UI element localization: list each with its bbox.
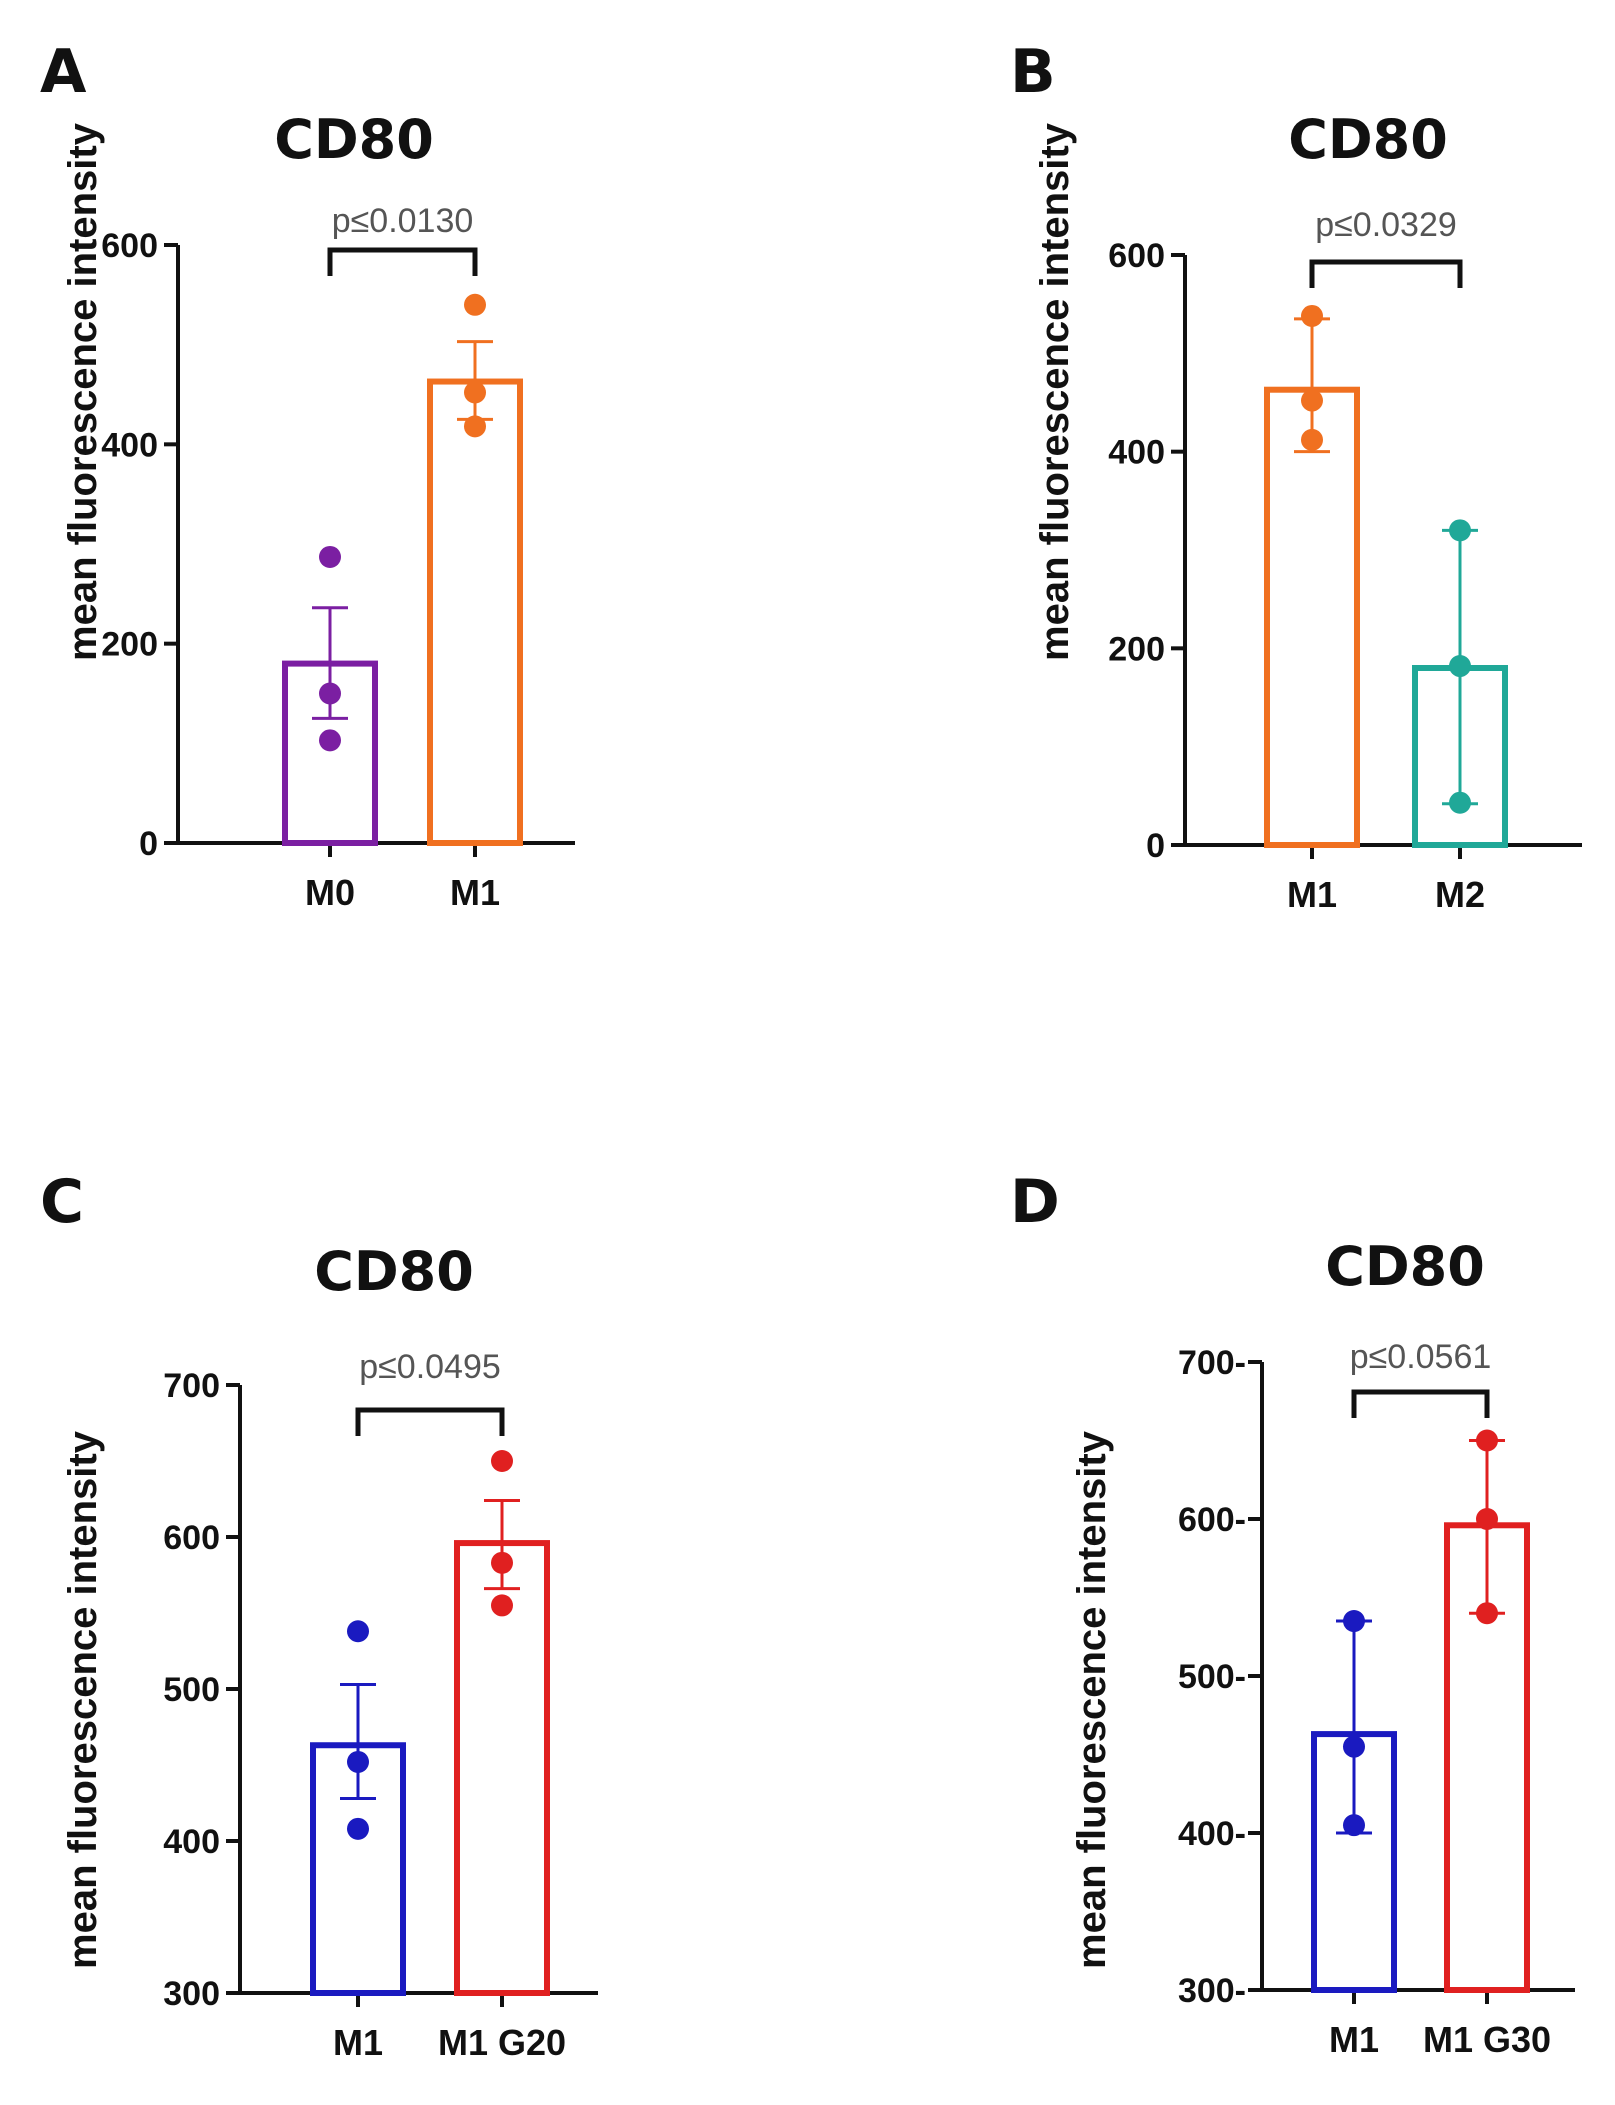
y-tick-label: 600 <box>163 1519 220 1557</box>
significance-bracket <box>327 247 478 276</box>
data-point <box>1476 1508 1498 1530</box>
chart-title: CD80 <box>314 1240 474 1303</box>
data-point <box>1476 1602 1498 1625</box>
chart-title: CD80 <box>1325 1235 1485 1298</box>
category-label: M0 <box>305 872 355 913</box>
significance-bracket <box>355 1407 505 1436</box>
panel-letter: D <box>1010 1167 1060 1237</box>
panel-d: D CD80 mean fluorescence intensity 300- 400-… <box>1010 1167 1575 2060</box>
data-point <box>1301 304 1323 327</box>
y-tick-label: 400- <box>1178 1815 1246 1853</box>
data-point <box>1301 428 1323 451</box>
y-tick-label: 700 <box>163 1367 220 1405</box>
y-axis-label: mean fluorescence intensity <box>1070 1430 1114 1969</box>
y-tick-label: 0 <box>139 825 158 863</box>
category-label: M1 <box>333 2022 383 2063</box>
y-tick-label: 500- <box>1178 1658 1246 1696</box>
p-value-label: p≤0.0561 <box>1350 1338 1492 1376</box>
y-axis-label: mean fluorescence intensity <box>61 1430 105 1969</box>
data-point <box>1343 1814 1365 1837</box>
data-point <box>491 1594 513 1617</box>
p-value-label: p≤0.0130 <box>332 202 474 240</box>
data-point <box>464 293 486 316</box>
bar-m1 <box>1264 386 1360 848</box>
data-point <box>464 381 486 404</box>
chart-title: CD80 <box>1288 108 1448 171</box>
y-tick-label: 200 <box>101 626 158 664</box>
panel-a: A CD80 mean fluorescence intensity 0 200 400 6… <box>40 37 575 913</box>
panel-c: C CD80 mean fluorescence intensity 300 400 50… <box>40 1167 598 2063</box>
significance-bracket <box>1309 259 1463 288</box>
y-tick-label: 400 <box>1108 434 1165 472</box>
y-tick-label: 600 <box>1108 237 1165 275</box>
data-point <box>1343 1610 1365 1633</box>
data-point <box>319 545 341 568</box>
data-point <box>347 1817 369 1840</box>
significance-bracket <box>1351 1389 1490 1418</box>
y-tick-label: 0 <box>1146 827 1165 865</box>
category-label: M1 G30 <box>1423 2019 1551 2060</box>
y-tick-label: 300- <box>1178 1972 1246 2010</box>
data-point <box>491 1551 513 1574</box>
data-point <box>319 682 341 705</box>
y-tick-label: 500 <box>163 1671 220 1709</box>
y-tick-label: 400 <box>101 426 158 464</box>
data-point <box>1449 791 1471 814</box>
data-point <box>1301 389 1323 412</box>
y-tick-label: 600- <box>1178 1501 1246 1539</box>
data-point <box>1449 655 1471 678</box>
data-point <box>491 1450 513 1472</box>
panel-letter: C <box>40 1167 84 1237</box>
y-tick-label: 600 <box>101 227 158 265</box>
y-tick-label: 400 <box>163 1823 220 1861</box>
p-value-label: p≤0.0329 <box>1315 206 1457 244</box>
p-value-label: p≤0.0495 <box>359 1348 501 1386</box>
category-label: M1 <box>1287 874 1337 915</box>
data-point <box>347 1620 369 1643</box>
y-axis-label: mean fluorescence intensity <box>1033 122 1077 661</box>
panel-b: B CD80 mean fluorescence intensity 0 200 400 6… <box>1010 37 1582 915</box>
y-tick-label: 300 <box>163 1975 220 2013</box>
panel-letter: A <box>40 37 87 107</box>
panel-letter: B <box>1010 37 1056 107</box>
data-point <box>464 415 486 438</box>
data-point <box>1343 1735 1365 1758</box>
y-tick-label: 700- <box>1178 1344 1246 1382</box>
data-point <box>1449 519 1471 542</box>
data-point <box>347 1750 369 1773</box>
category-label: M1 G20 <box>438 2022 566 2063</box>
category-label: M2 <box>1435 874 1485 915</box>
data-point <box>319 729 341 752</box>
data-point <box>1476 1429 1498 1452</box>
category-label: M1 <box>1329 2019 1379 2060</box>
chart-title: CD80 <box>274 108 434 171</box>
y-tick-label: 200 <box>1108 630 1165 668</box>
bar-m1 <box>427 378 523 846</box>
y-axis-label: mean fluorescence intensity <box>61 122 105 661</box>
category-label: M1 <box>450 872 500 913</box>
